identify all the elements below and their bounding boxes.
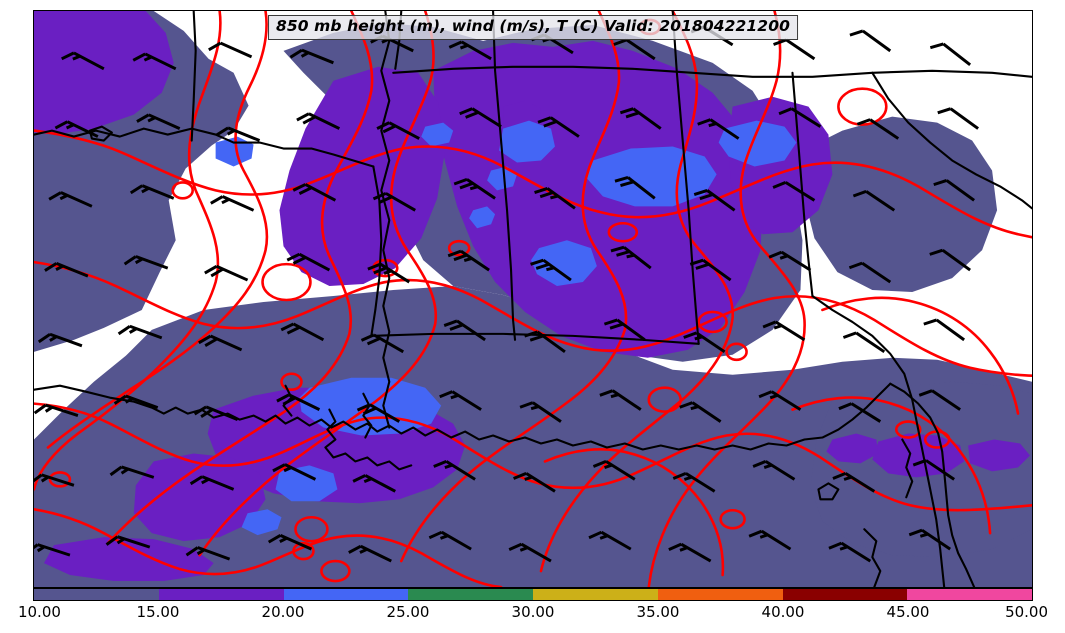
- colorbar-tick-labels: 10.00 15.00 20.00 25.00 30.00 35.00 40.00 45.00…: [18, 601, 1048, 627]
- colorbar-tick-label: 45.00: [886, 603, 930, 621]
- colorbar-tick-label: 25.00: [386, 603, 430, 621]
- colorbar-tick-label: 20.00: [261, 603, 305, 621]
- colorbar-tick-label: 50.00: [1005, 603, 1049, 621]
- colorbar-tick-label: 35.00: [636, 603, 680, 621]
- map-plot-area[interactable]: 850 mb height (m), wind (m/s), T (C) Val…: [33, 10, 1033, 588]
- colorbar-tick-label: 30.00: [511, 603, 555, 621]
- colorbar[interactable]: [33, 588, 1033, 601]
- colorbar-band-15-20: [158, 589, 284, 600]
- colorbar-tick-label: 40.00: [761, 603, 805, 621]
- colorbar-band-10-15: [34, 589, 159, 600]
- colorbar-tick-label: 10.00: [17, 603, 61, 621]
- colorbar-band-40-45: [782, 589, 908, 600]
- colorbar-tick-label: 15.00: [136, 603, 180, 621]
- colorbar-band-35-40: [657, 589, 783, 600]
- fill-band-20-25: [215, 120, 797, 536]
- map-title: 850 mb height (m), wind (m/s), T (C) Val…: [268, 15, 798, 40]
- colorbar-band-20-25: [283, 589, 409, 600]
- map-canvas: [34, 11, 1032, 587]
- colorbar-band-25-30: [408, 589, 533, 600]
- colorbar-band-45-50: [907, 589, 1032, 600]
- colorbar-band-30-35: [533, 589, 658, 600]
